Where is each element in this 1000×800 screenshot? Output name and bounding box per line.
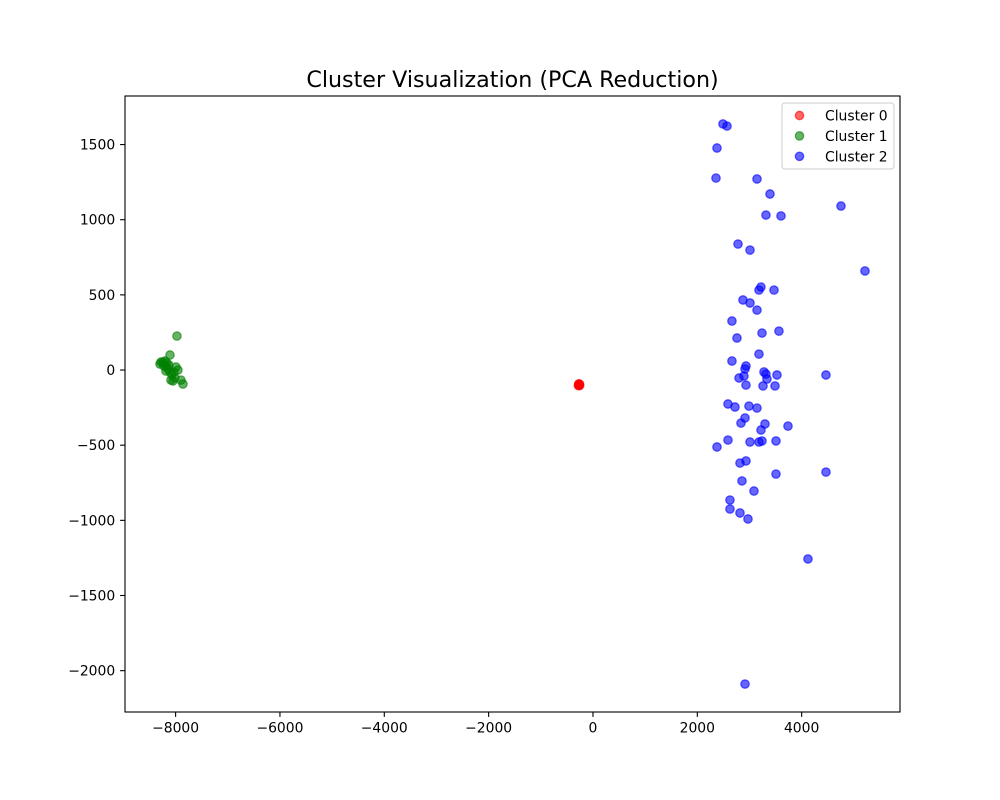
point-cluster-1 (169, 367, 179, 377)
point-cluster-2 (744, 401, 754, 411)
point-cluster-2 (765, 189, 775, 199)
y-axis: −2000 −1500 −1000 −500 0 500 1000 1500 (68, 138, 125, 680)
point-cluster-2 (752, 403, 762, 413)
point-cluster-2 (745, 245, 755, 255)
y-tick-label: 500 (89, 288, 116, 304)
legend-marker-cluster-1 (794, 131, 805, 141)
point-cluster-2 (727, 356, 737, 366)
point-cluster-2 (740, 679, 750, 689)
point-cluster-2 (774, 326, 784, 336)
legend-label-cluster-2: Cluster 2 (825, 149, 888, 165)
legend-item-cluster-2: Cluster 2 (794, 149, 888, 165)
point-cluster-2 (743, 514, 753, 524)
point-cluster-1 (162, 358, 172, 368)
point-cluster-2 (745, 437, 755, 447)
x-tick-label: 2000 (680, 721, 715, 737)
point-cluster-1 (172, 331, 182, 341)
legend-label-cluster-0: Cluster 0 (825, 109, 888, 125)
x-tick-label: −4000 (361, 721, 408, 737)
point-cluster-2 (770, 381, 780, 391)
y-tick-label: −500 (77, 438, 115, 454)
point-cluster-2 (836, 201, 846, 211)
point-cluster-2 (754, 285, 764, 295)
point-cluster-2 (821, 467, 831, 477)
legend-marker-cluster-2 (794, 151, 805, 162)
point-cluster-2 (776, 211, 786, 221)
y-tick-label: 1000 (80, 213, 115, 229)
point-cluster-2 (733, 239, 743, 249)
point-cluster-2 (821, 370, 831, 380)
point-cluster-2 (771, 469, 781, 479)
x-tick-label: −8000 (152, 721, 199, 737)
y-tick-label: 0 (106, 363, 115, 379)
point-cluster-2 (756, 425, 766, 435)
axes-frame (124, 95, 901, 713)
legend-label-cluster-1: Cluster 1 (825, 129, 888, 145)
legend-item-cluster-0: Cluster 0 (794, 109, 888, 125)
series-cluster-1 (155, 331, 188, 389)
point-cluster-2 (730, 402, 740, 412)
point-cluster-2 (803, 554, 813, 564)
series-cluster-0 (573, 379, 585, 391)
point-cluster-2 (769, 285, 779, 295)
point-cluster-2 (725, 495, 735, 505)
y-tick-label: −1000 (68, 513, 115, 529)
point-cluster-2 (772, 370, 782, 380)
point-cluster-2 (734, 373, 744, 383)
point-cluster-2 (732, 333, 742, 343)
point-cluster-2 (761, 210, 771, 220)
x-tick-label: −6000 (256, 721, 303, 737)
legend-frame (781, 102, 895, 170)
point-cluster-2 (712, 442, 722, 452)
point-cluster-2 (758, 381, 768, 391)
y-tick-label: −2000 (68, 664, 115, 680)
point-cluster-2 (860, 266, 870, 276)
series-cluster-2 (711, 119, 870, 689)
point-cluster-2 (735, 458, 745, 468)
point-cluster-2 (737, 476, 747, 486)
x-tick-label: −2000 (465, 721, 512, 737)
chart-title: Cluster Visualization (PCA Reduction) (306, 67, 718, 93)
legend: Cluster 0 Cluster 1 Cluster 2 (781, 102, 895, 170)
point-cluster-2 (745, 298, 755, 308)
point-cluster-0 (574, 380, 585, 391)
legend-marker-cluster-0 (794, 110, 805, 121)
point-cluster-2 (735, 508, 745, 518)
point-cluster-2 (722, 121, 732, 131)
legend-item-cluster-1: Cluster 1 (794, 129, 888, 145)
point-cluster-2 (771, 436, 781, 446)
point-cluster-2 (741, 380, 751, 390)
x-axis: −8000 −6000 −4000 −2000 0 2000 4000 (152, 712, 819, 737)
point-cluster-2 (749, 486, 759, 496)
point-cluster-2 (754, 349, 764, 359)
point-cluster-2 (736, 418, 746, 428)
point-cluster-2 (757, 328, 767, 338)
point-cluster-2 (712, 143, 722, 153)
x-tick-label: 4000 (784, 721, 819, 737)
plot-area (155, 119, 870, 689)
point-cluster-2 (725, 504, 735, 514)
point-cluster-2 (711, 173, 721, 183)
point-cluster-2 (783, 421, 793, 431)
point-cluster-2 (727, 316, 737, 326)
point-cluster-2 (757, 436, 767, 446)
x-tick-label: 0 (589, 721, 598, 737)
point-cluster-1 (178, 379, 188, 389)
y-tick-label: 1500 (80, 138, 115, 154)
point-cluster-2 (752, 174, 762, 184)
point-cluster-2 (723, 435, 733, 445)
point-cluster-2 (752, 305, 762, 315)
y-tick-label: −1500 (68, 589, 115, 605)
